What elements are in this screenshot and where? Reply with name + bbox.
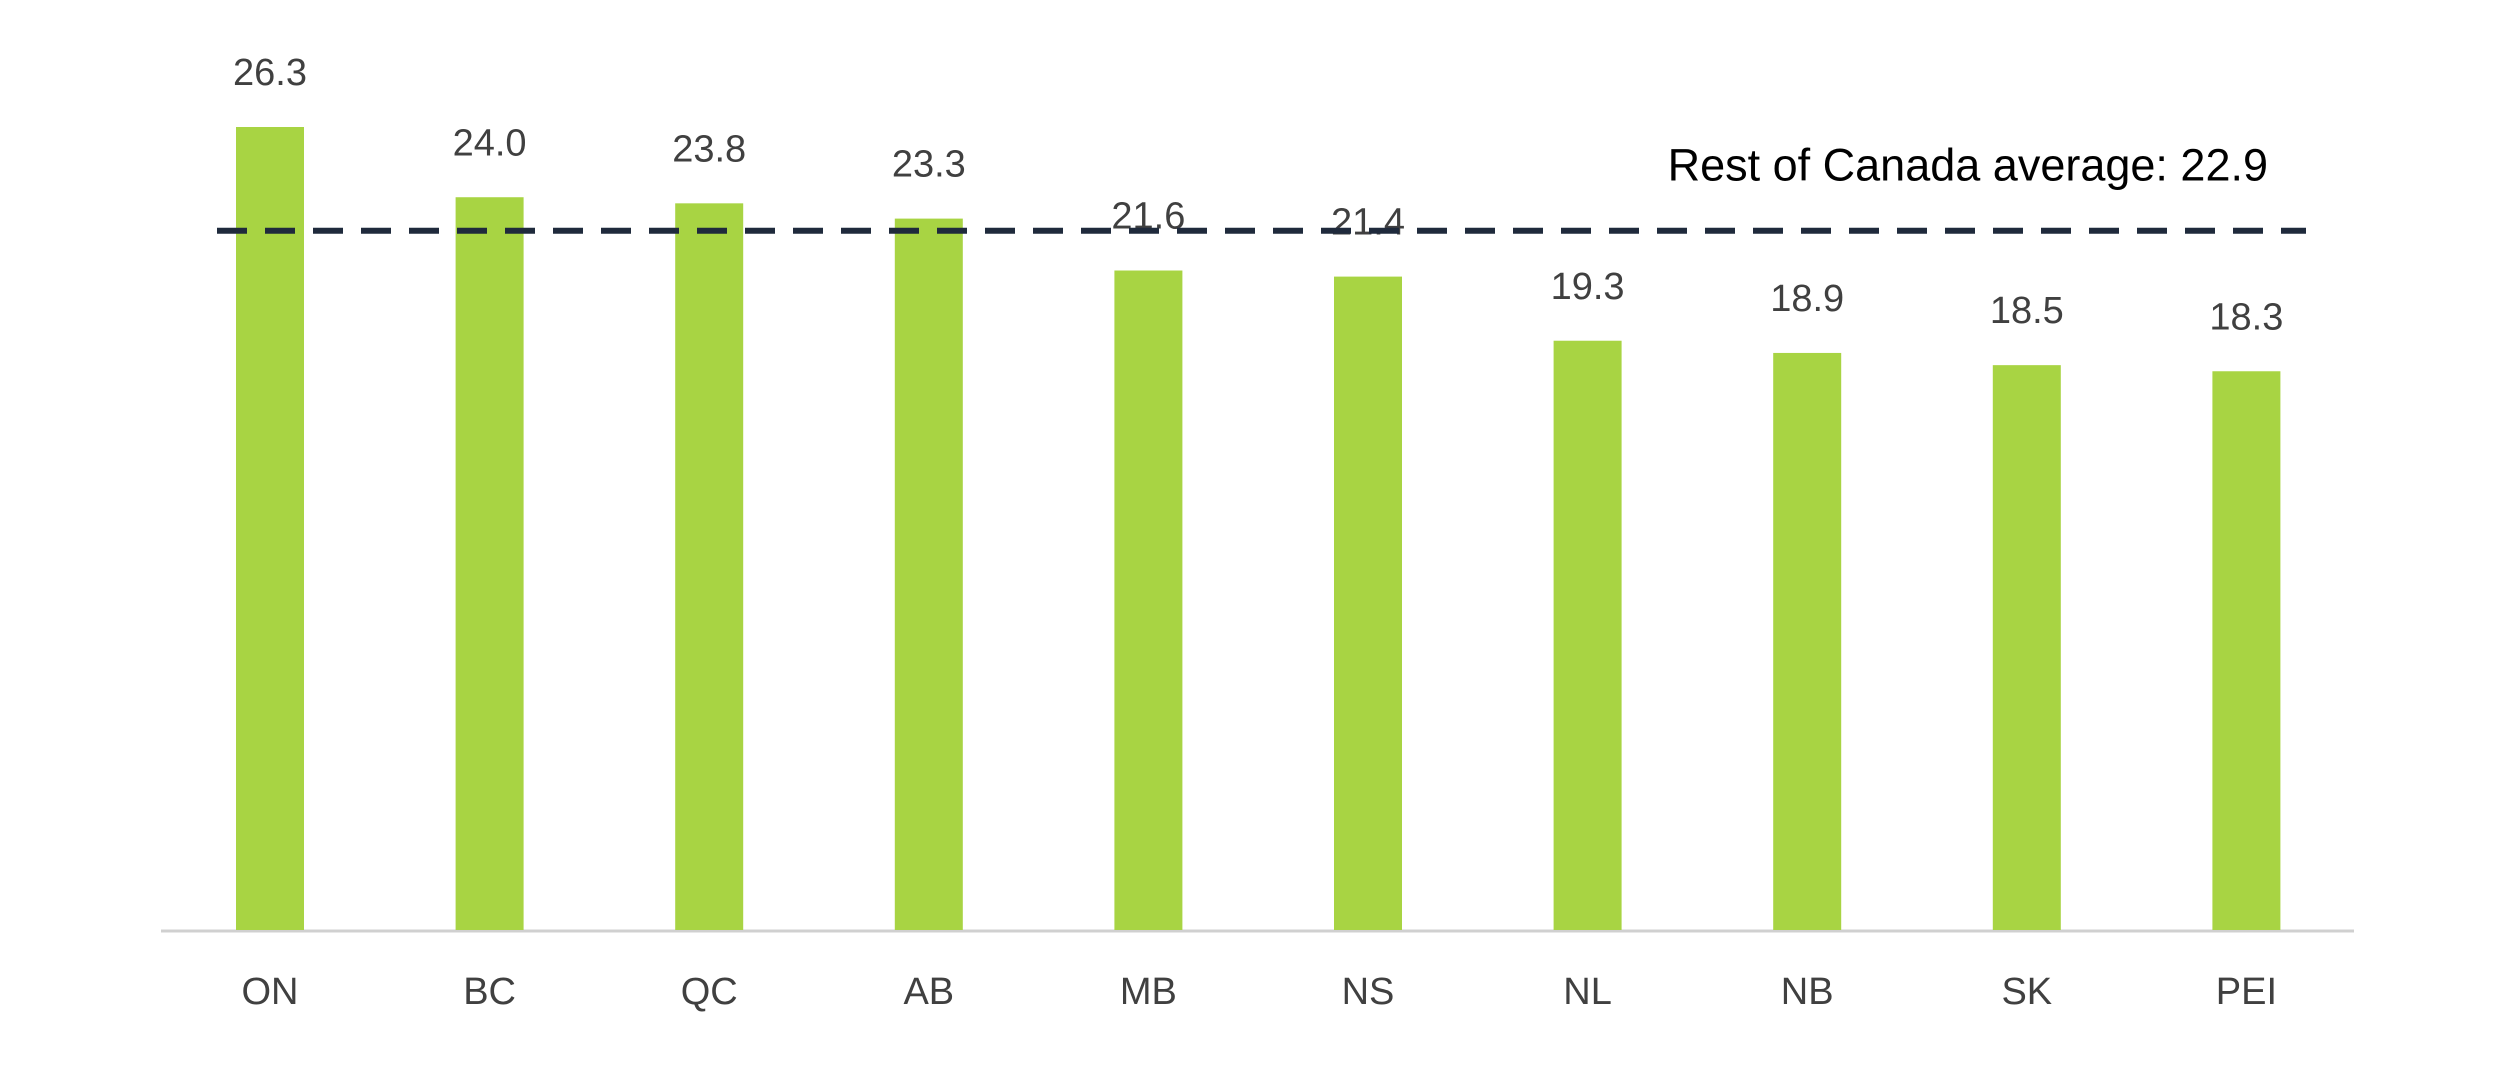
x-tick-label: AB	[903, 971, 954, 1013]
value-label: 18.5	[1990, 290, 2064, 332]
bar	[1992, 365, 2061, 930]
value-label: 21.4	[1331, 202, 1405, 244]
bar	[1773, 352, 1842, 930]
value-label: 23.8	[672, 128, 746, 170]
x-tick-label: BC	[463, 971, 516, 1013]
bar	[1114, 270, 1183, 930]
bar	[236, 127, 304, 930]
x-tick-label: QC	[681, 971, 738, 1013]
x-tick-label: PEI	[2216, 971, 2277, 1013]
bar	[675, 203, 744, 930]
bar	[2212, 371, 2281, 930]
x-tick-label: MB	[1120, 971, 1177, 1013]
value-label: 26.3	[233, 52, 307, 94]
value-label: 24.0	[453, 122, 527, 164]
x-tick-label: SK	[2001, 971, 2052, 1013]
value-label: 18.9	[1770, 278, 1844, 320]
bar	[1334, 276, 1402, 930]
x-tick-label: ON	[242, 971, 299, 1013]
bar	[1553, 340, 1622, 931]
reference-label: Rest of Canada average: 22.9	[1668, 140, 2268, 191]
bar	[455, 197, 524, 930]
bar	[894, 218, 963, 931]
value-label: 18.3	[2209, 296, 2283, 338]
x-tick-label: NS	[1342, 971, 1395, 1013]
value-label: 19.3	[1551, 266, 1625, 308]
x-tick-label: NB	[1781, 971, 1834, 1013]
x-tick-label: NL	[1563, 971, 1612, 1013]
value-label: 23.3	[892, 144, 966, 186]
